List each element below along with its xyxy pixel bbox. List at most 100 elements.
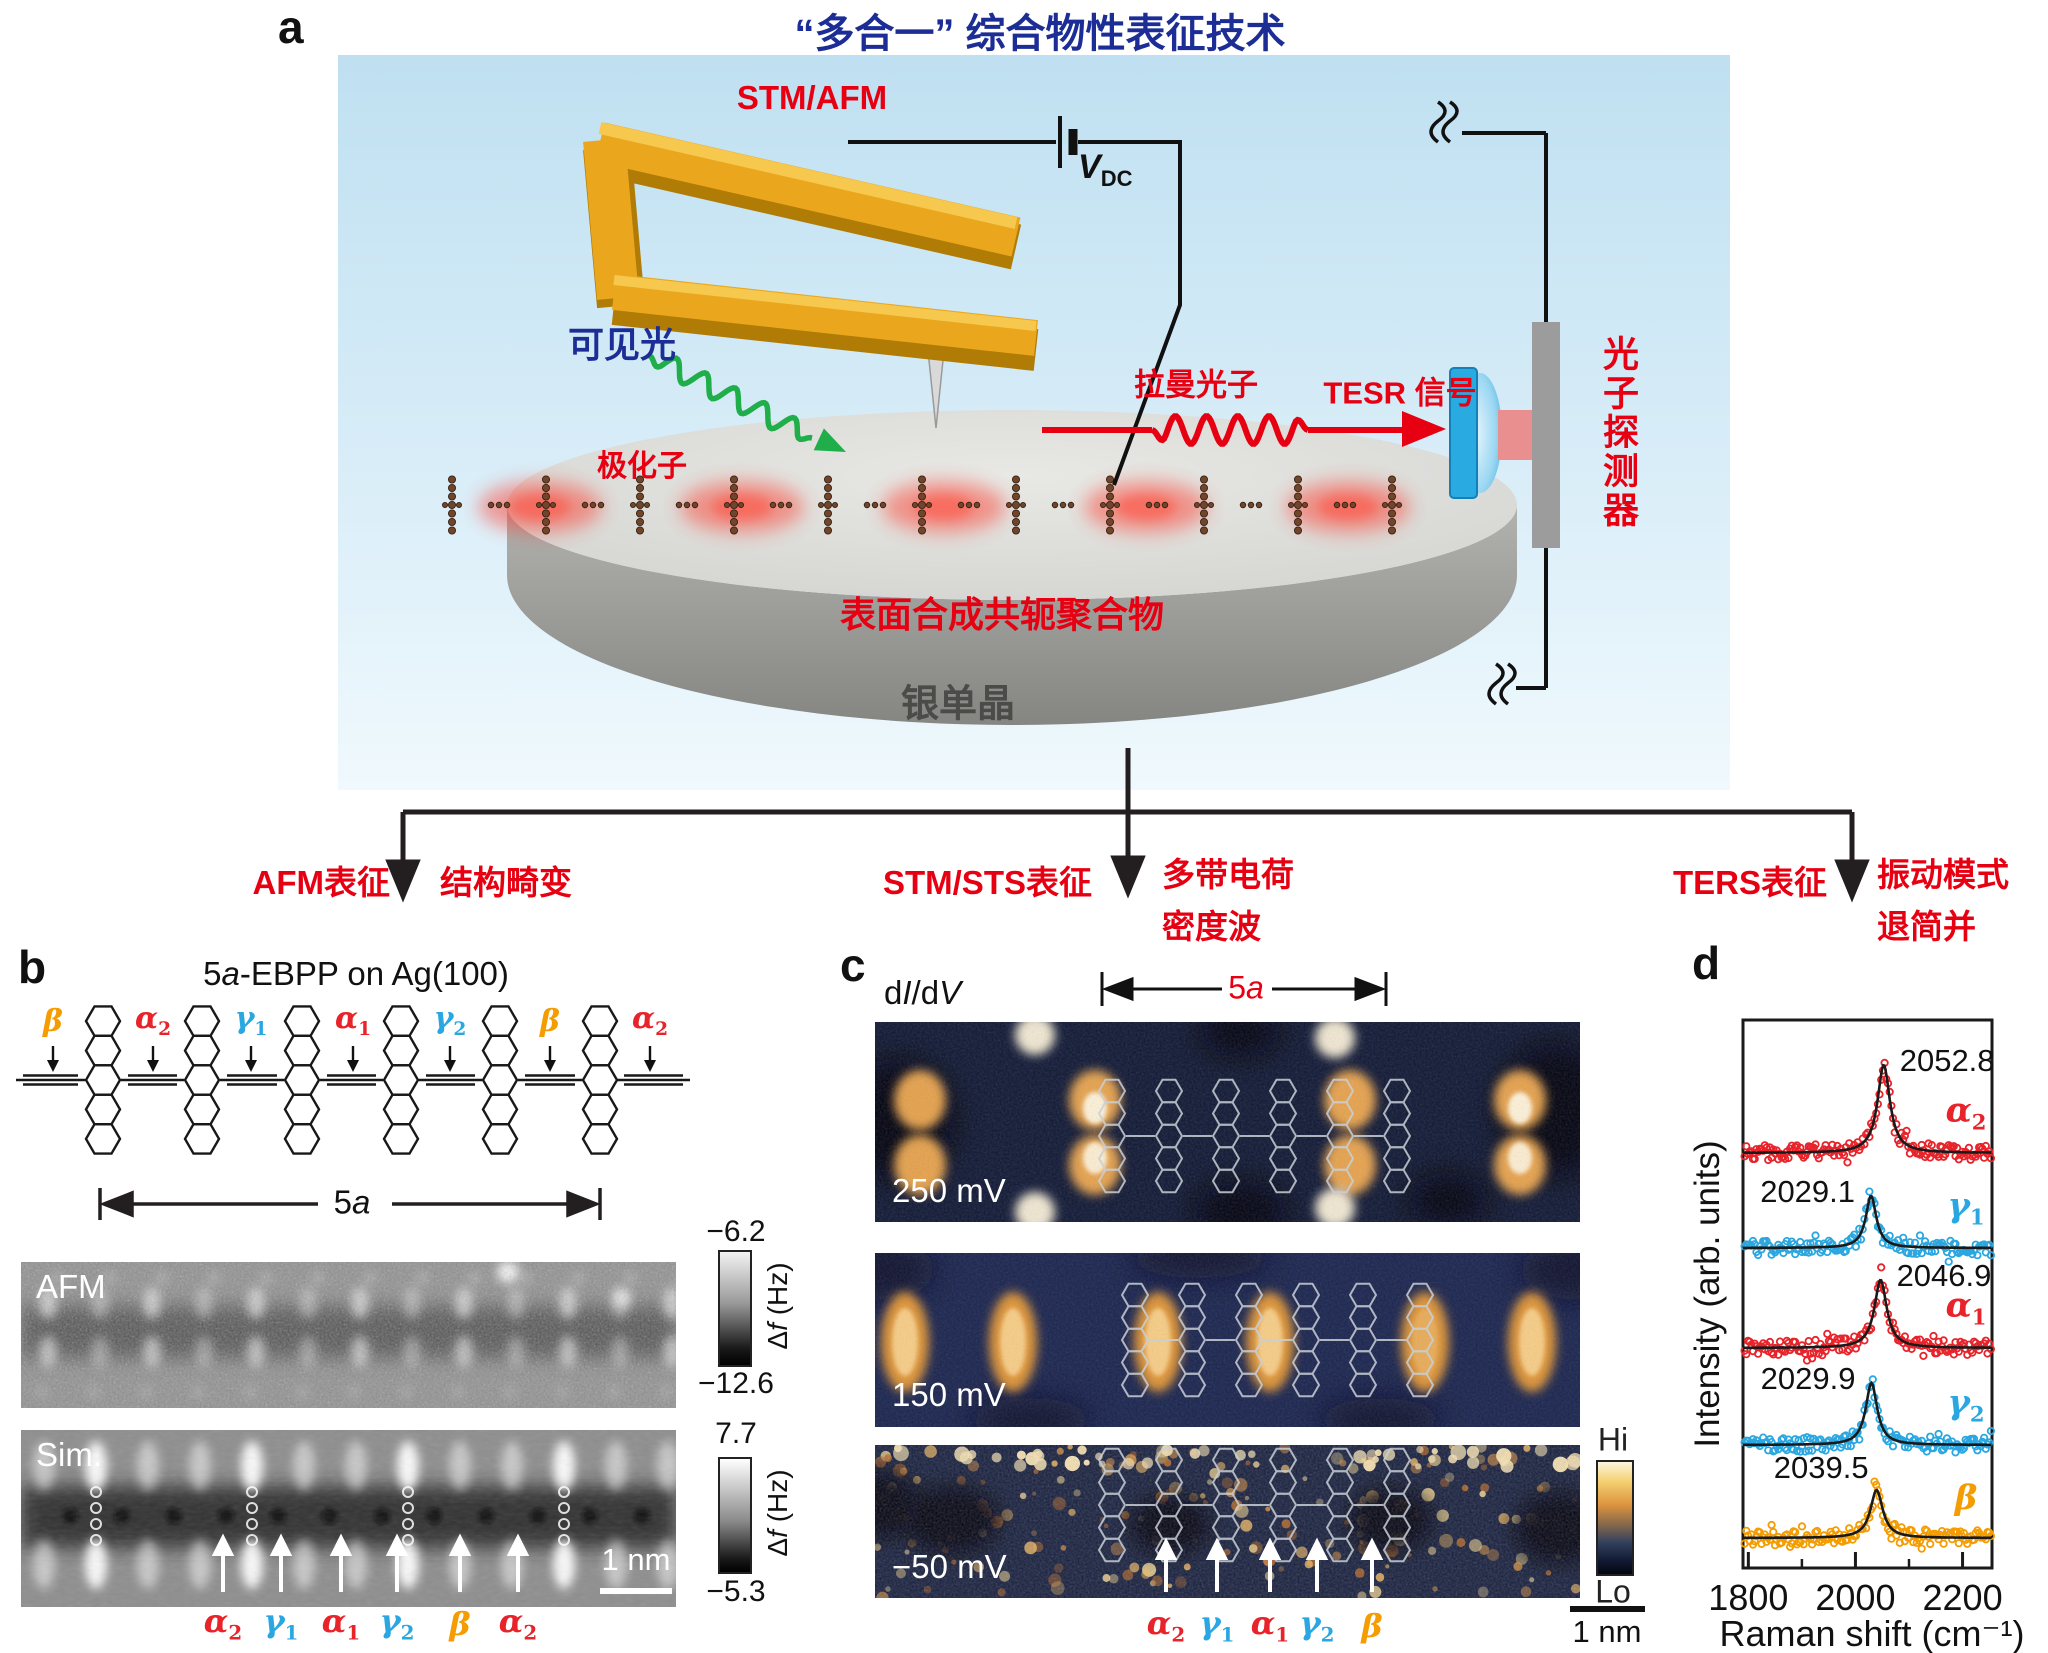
panel-c-span-label: 5a <box>1228 969 1264 1006</box>
chemical-structure <box>16 1005 690 1155</box>
panel-b-site-label-α2: α2 <box>498 1601 538 1645</box>
panel-b-site-label-α1: α1 <box>321 1601 361 1645</box>
bias-circuit-wire <box>848 116 1182 486</box>
raman-photon-label: 拉曼光子 <box>1134 367 1258 403</box>
tuning-fork <box>583 122 1039 371</box>
svg-text:1800: 1800 <box>1708 1577 1788 1618</box>
raman-x-axis-label: Raman shift (cm⁻¹) <box>1719 1613 2025 1653</box>
raman-y-axis-label: Intensity (arb. units) <box>1688 1140 1727 1448</box>
svg-text:2039.5: 2039.5 <box>1774 1450 1869 1485</box>
raman-series-label-α2: α2 <box>1945 1090 1987 1135</box>
panel-d-label: d <box>1692 937 1721 989</box>
branch-ters-method: TERS表征 <box>1672 864 1827 901</box>
bias-label-minus50mv: −50 mV <box>892 1548 1007 1585</box>
bond-label-β: β <box>43 1004 63 1039</box>
afm-image <box>21 1262 676 1408</box>
svg-text:2029.1: 2029.1 <box>1760 1174 1855 1209</box>
detector-plate <box>1532 322 1560 548</box>
afm-image-label: AFM <box>36 1268 106 1305</box>
hilo-hi-label: Hi <box>1597 1421 1629 1458</box>
svg-text:2046.9: 2046.9 <box>1897 1258 1992 1293</box>
panel-b-title: 5a-EBPP on Ag(100) <box>203 955 509 992</box>
bias-label-250mv: 250 mV <box>892 1172 1006 1209</box>
panel-c-label: c <box>840 939 866 991</box>
hilo-colorbar <box>1596 1460 1634 1576</box>
panel-c-site-arrows <box>1154 1537 1384 1592</box>
photon-detector-label: 光子探测器 <box>1598 335 1639 530</box>
sim-scale-min: −5.3 <box>706 1575 766 1608</box>
visible-light-label: 可见光 <box>567 324 677 365</box>
branch-stm-result-line1: 多带电荷 <box>1162 856 1294 893</box>
panel-c-unitcell-span <box>1100 972 1388 1006</box>
panel-c-scalebar <box>1570 1606 1645 1612</box>
svg-text:2200: 2200 <box>1923 1577 2003 1618</box>
panel-b-site-label-γ2: γ2 <box>379 1601 415 1645</box>
raman-series-label-γ1: γ1 <box>1947 1185 1985 1230</box>
polymer-label: 表面合成共轭聚合物 <box>839 594 1165 635</box>
svg-text:2000: 2000 <box>1815 1577 1895 1618</box>
didv-map-150mv <box>875 1253 1580 1427</box>
afm-scale-min: −12.6 <box>698 1367 774 1400</box>
panel-b-scalebar <box>600 1588 672 1594</box>
sim-colorbar <box>718 1457 752 1574</box>
afm-scale-unit: Δf (Hz) <box>762 1262 793 1350</box>
bond-label-α2: α2 <box>134 1001 172 1041</box>
detector-circuit-wire <box>1429 100 1548 706</box>
branch-ters-result-line2: 退简并 <box>1877 908 1976 945</box>
raman-axes <box>1741 1018 1994 1570</box>
probe-label: STM/AFM <box>736 79 888 116</box>
branch-ters-result-line1: 振动模式 <box>1877 856 2009 893</box>
panel-c-site-label-α1: α1 <box>1250 1603 1290 1647</box>
branch-afm-result: 结构畸变 <box>440 864 572 901</box>
panel-c-site-label-γ1: γ1 <box>1199 1603 1235 1647</box>
afm-scale-max: −6.2 <box>706 1215 766 1248</box>
panel-b-site-label-α2: α2 <box>203 1601 243 1645</box>
branch-arrows <box>385 748 1870 903</box>
bond-label-β: β <box>540 1004 560 1039</box>
sim-site-arrows <box>211 1533 530 1592</box>
didv-map-minus50mv <box>875 1445 1580 1598</box>
polymer-chain <box>441 475 1403 535</box>
afm-colorbar <box>718 1250 752 1367</box>
panel-b-site-label-β: β <box>449 1605 471 1643</box>
panel-b-label: b <box>18 941 47 993</box>
sim-image-label: Sim. <box>36 1436 102 1473</box>
sim-image <box>21 1430 676 1607</box>
panel-c-scalebar-label: 1 nm <box>1572 1614 1642 1649</box>
polaron-label: 极化子 <box>597 450 687 483</box>
svg-text:2029.9: 2029.9 <box>1761 1361 1856 1396</box>
raman-series-label-α1: α1 <box>1945 1285 1987 1330</box>
svg-text:2052.8: 2052.8 <box>1900 1043 1995 1078</box>
raman-scatter-γ1 <box>1740 1187 1996 1266</box>
branch-stm-result-line2: 密度波 <box>1162 908 1261 945</box>
bond-label-γ2: γ2 <box>433 1001 467 1041</box>
molecule-overlay <box>1097 1078 1412 1194</box>
panel-c-site-label-β: β <box>1361 1607 1383 1645</box>
bias-voltage-label: VDC <box>1078 148 1133 191</box>
schematic-art <box>441 100 1560 725</box>
panel-b-unitcell-span <box>98 1188 602 1220</box>
branch-stm-method: STM/STS表征 <box>882 864 1092 901</box>
didv-label: dI/dV <box>884 974 962 1011</box>
tesr-signal-label: TESR 信号 <box>1323 375 1477 411</box>
bond-label-α1: α1 <box>334 1001 372 1041</box>
raman-series-label-β: β <box>1954 1478 1978 1518</box>
panel-b-span-label: 5a <box>333 1183 371 1221</box>
didv-map-250mv <box>875 1022 1580 1222</box>
bond-label-α2: α2 <box>631 1001 669 1041</box>
panel-b-scalebar-label: 1 nm <box>601 1542 671 1577</box>
molecule-overlay <box>1120 1282 1435 1398</box>
bias-label-150mv: 150 mV <box>892 1376 1006 1413</box>
panel-c-site-label-γ2: γ2 <box>1299 1603 1335 1647</box>
raman-wave <box>1042 413 1402 447</box>
molecule-overlay <box>1097 1447 1412 1563</box>
hilo-lo-label: Lo <box>1595 1573 1631 1610</box>
panel-b-site-label-γ1: γ1 <box>263 1601 299 1645</box>
figure-title: “多合一” 综合物性表征技术 <box>794 12 1286 56</box>
raman-spectra <box>1740 1058 1996 1553</box>
substrate-label: 银单晶 <box>900 683 1016 726</box>
raman-series-label-γ2: γ2 <box>1947 1382 1985 1427</box>
branch-afm-method: AFM表征 <box>252 864 390 901</box>
